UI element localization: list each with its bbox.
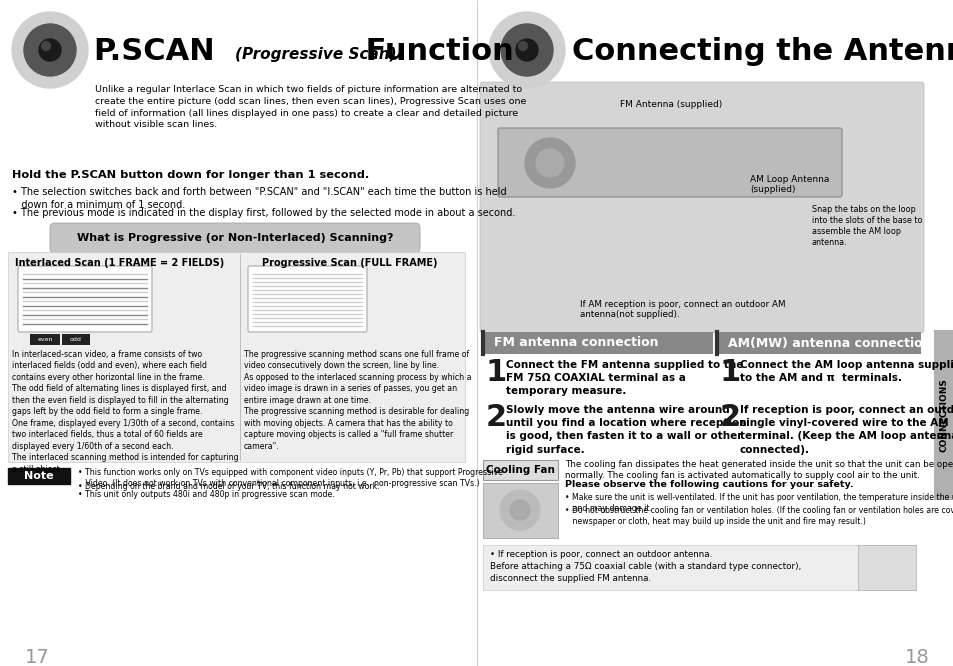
Bar (857, 545, 915, 590)
Bar (717, 332, 920, 354)
Text: CONNECTIONS: CONNECTIONS (939, 378, 947, 452)
Text: • This unit only outputs 480i and 480p in progressive scan mode.: • This unit only outputs 480i and 480p i… (78, 490, 335, 499)
Circle shape (12, 12, 88, 88)
Text: 1: 1 (720, 358, 740, 387)
Text: AM(MW) antenna connection: AM(MW) antenna connection (727, 336, 930, 350)
Circle shape (510, 500, 530, 520)
Text: Progressive Scan (FULL FRAME): Progressive Scan (FULL FRAME) (262, 258, 437, 268)
Text: • The selection switches back and forth between "P.SCAN" and "I.SCAN" each time : • The selection switches back and forth … (12, 187, 506, 210)
Circle shape (489, 12, 564, 88)
Circle shape (42, 41, 51, 51)
Text: The cooling fan dissipates the heat generated inside the unit so that the unit c: The cooling fan dissipates the heat gene… (564, 460, 953, 480)
FancyBboxPatch shape (50, 223, 419, 253)
Text: If AM reception is poor, connect an outdoor AM
antenna(not supplied).: If AM reception is poor, connect an outd… (579, 300, 784, 320)
Text: Connect the AM loop antenna supplied
to the AM and π  terminals.: Connect the AM loop antenna supplied to … (740, 360, 953, 383)
Text: Interlaced Scan (1 FRAME = 2 FIELDS): Interlaced Scan (1 FRAME = 2 FIELDS) (15, 258, 224, 268)
Text: • Do not obstruct the cooling fan or ventilation holes. (If the cooling fan or v: • Do not obstruct the cooling fan or ven… (564, 506, 953, 526)
Text: Note: Note (24, 471, 53, 481)
Text: Function: Function (355, 37, 514, 67)
Text: 17: 17 (25, 648, 50, 666)
Text: The progressive scanning method scans one full frame of
video consecutively down: The progressive scanning method scans on… (244, 350, 471, 451)
Bar (482, 332, 712, 354)
Circle shape (536, 149, 563, 177)
Text: In interlaced-scan video, a frame consists of two
interlaced fields (odd and eve: In interlaced-scan video, a frame consis… (12, 350, 238, 474)
Text: Please observe the following cautions for your safety.: Please observe the following cautions fo… (564, 480, 853, 489)
Text: • This function works only on TVs equipped with component video inputs (Y, Pr, P: • This function works only on TVs equipp… (78, 468, 502, 488)
Text: 2: 2 (485, 403, 507, 432)
Text: • The previous mode is indicated in the display first, followed by the selected : • The previous mode is indicated in the … (12, 208, 515, 218)
Bar (482, 460, 558, 480)
Circle shape (500, 24, 553, 76)
FancyBboxPatch shape (479, 82, 923, 333)
Text: 1: 1 (485, 358, 507, 387)
Text: Connect the FM antenna supplied to the
FM 75Ω COAXIAL terminal as a
temporary me: Connect the FM antenna supplied to the F… (505, 360, 742, 396)
Text: What is Progressive (or Non-Interlaced) Scanning?: What is Progressive (or Non-Interlaced) … (76, 233, 393, 243)
Text: FM antenna connection: FM antenna connection (494, 336, 658, 350)
Text: • If reception is poor, connect an outdoor antenna.
Before attaching a 75Ω coaxi: • If reception is poor, connect an outdo… (490, 550, 801, 583)
Text: P.SCAN: P.SCAN (92, 37, 214, 67)
Text: 18: 18 (904, 648, 929, 666)
Text: (Progressive Scan): (Progressive Scan) (234, 47, 396, 63)
Circle shape (524, 138, 575, 188)
FancyBboxPatch shape (62, 334, 90, 345)
Text: Hold the P.SCAN button down for longer than 1 second.: Hold the P.SCAN button down for longer t… (12, 170, 369, 180)
Text: even: even (37, 337, 52, 342)
Text: Cooling Fan: Cooling Fan (485, 465, 554, 475)
Bar (482, 483, 558, 538)
Bar (933, 330, 953, 500)
Text: 2: 2 (720, 403, 740, 432)
Text: FM Antenna (supplied): FM Antenna (supplied) (619, 100, 721, 109)
Text: Snap the tabs on the loop
into the slots of the base to
assemble the AM loop
ant: Snap the tabs on the loop into the slots… (811, 205, 922, 247)
Circle shape (518, 41, 527, 51)
Bar (8, 252, 464, 462)
Bar (8, 468, 70, 484)
Text: If reception is poor, connect an outdoor
single vinyl-covered wire to the AM
ter: If reception is poor, connect an outdoor… (740, 405, 953, 455)
Circle shape (499, 490, 539, 530)
FancyBboxPatch shape (497, 128, 841, 197)
Text: Unlike a regular Interlace Scan in which two fields of picture information are a: Unlike a regular Interlace Scan in which… (95, 85, 526, 129)
Circle shape (39, 39, 61, 61)
Circle shape (24, 24, 76, 76)
FancyBboxPatch shape (248, 266, 367, 332)
Text: • Depending on the brand and model of your TV, this function may not work.: • Depending on the brand and model of yo… (78, 482, 379, 491)
Text: AM Loop Antenna
(supplied): AM Loop Antenna (supplied) (749, 175, 828, 194)
Text: Slowly move the antenna wire around
until you find a location where reception
is: Slowly move the antenna wire around unti… (505, 405, 746, 455)
Circle shape (516, 39, 537, 61)
FancyBboxPatch shape (30, 334, 60, 345)
Text: odd: odd (70, 337, 82, 342)
Bar (482, 545, 857, 590)
Text: • Make sure the unit is well-ventilated. If the unit has poor ventilation, the t: • Make sure the unit is well-ventilated.… (564, 493, 953, 513)
Text: Connecting the Antennas: Connecting the Antennas (572, 37, 953, 67)
FancyBboxPatch shape (18, 266, 152, 332)
